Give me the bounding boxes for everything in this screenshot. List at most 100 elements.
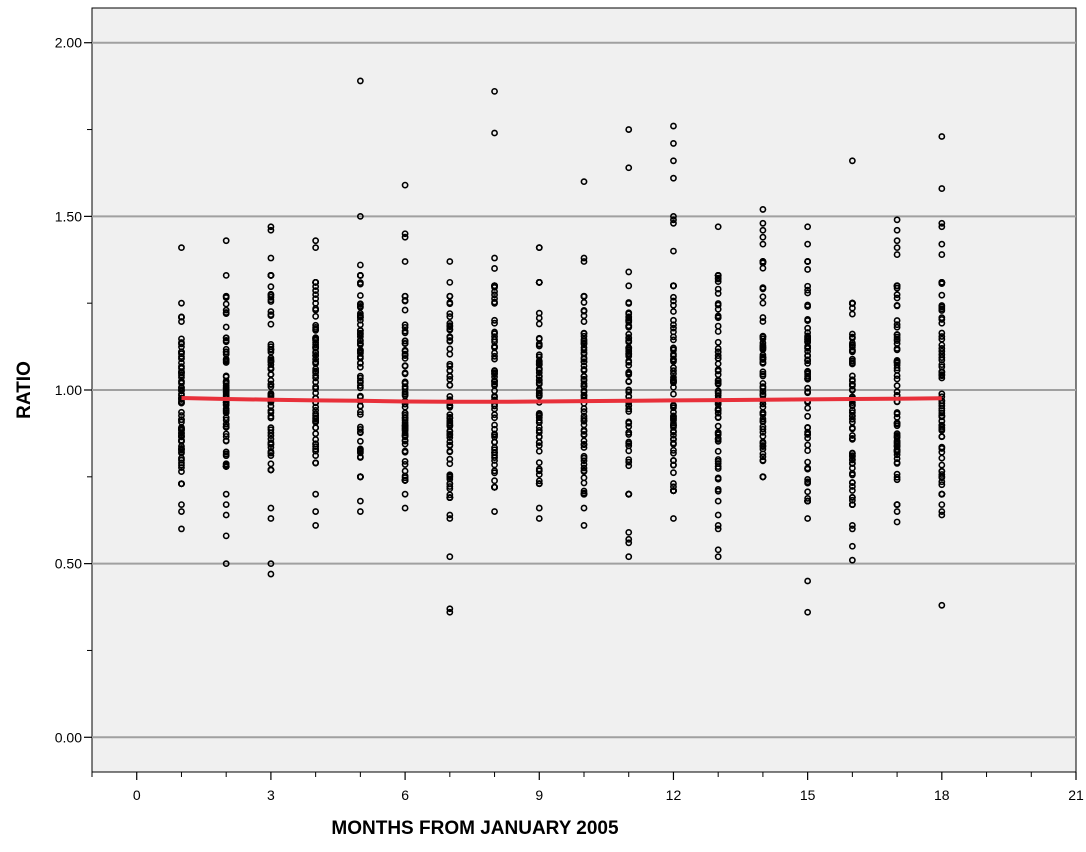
data-point [893,340,901,347]
data-point [356,292,364,299]
data-point [401,258,409,265]
data-point [222,406,230,414]
data-point [178,339,185,346]
data-point [759,318,767,325]
data-point [848,496,856,504]
data-point [804,441,812,449]
data-point [401,504,409,512]
data-point [535,244,543,252]
data-point [759,450,767,458]
data-point [759,299,767,307]
data-point [893,333,901,341]
data-point [759,351,767,359]
data-point [356,353,364,361]
data-point [670,297,677,305]
data-point [580,178,588,186]
data-point [938,291,946,299]
data-point [535,459,543,467]
data-point [893,284,901,292]
data-point [401,440,409,448]
data-point [446,300,454,308]
data-point [670,449,677,457]
data-point [356,271,364,279]
x-tick-label: 6 [401,787,409,803]
data-point [759,341,767,349]
data-point [356,340,364,348]
data-point [222,306,230,314]
data-point [446,337,454,344]
data-point [580,464,588,472]
data-point [535,429,543,436]
data-point [848,330,856,338]
data-point [446,428,454,436]
data-point [222,511,230,519]
data-point [893,451,901,459]
data-point [312,443,320,451]
data-point [580,452,588,460]
data-point [848,453,856,461]
data-point [446,511,454,519]
data-point [535,380,543,387]
data-point [625,351,633,358]
data-point [312,383,320,391]
data-point [670,435,677,443]
data-point [938,219,946,227]
data-point [714,348,722,356]
data-point [625,299,633,306]
data-point [670,428,677,436]
data-point [893,455,901,462]
data-point [714,352,722,359]
data-point [938,314,946,322]
data-point [625,388,633,396]
data-point [714,278,722,286]
data-point [312,436,320,443]
data-point [491,448,498,456]
data-point [893,410,901,418]
data-point [714,328,722,335]
data-point [893,358,901,366]
data-point [491,291,498,299]
data-point [580,412,588,420]
data-point [804,266,812,273]
data-point [848,355,856,363]
data-point [401,437,409,445]
data-point [848,556,856,564]
data-point [893,470,901,478]
data-point [222,462,230,470]
data-point [893,282,901,290]
data-point [848,347,856,355]
data-point [267,560,275,568]
data-point [804,282,812,290]
fit-line [181,396,942,404]
data-point [848,525,856,533]
data-point [670,457,677,464]
data-point [401,426,409,433]
data-point [178,501,185,508]
data-point [625,330,633,338]
data-point [848,425,856,433]
data-point [356,359,364,367]
data-point [356,473,364,481]
data-point [714,465,722,472]
data-point [267,435,275,443]
data-point [222,292,230,300]
data-point [312,355,320,363]
data-point [356,379,364,386]
data-point [356,372,364,380]
data-point [893,430,901,438]
data-point [625,535,633,543]
data-point [893,382,901,390]
data-point [267,346,275,354]
data-point [267,432,275,440]
data-point [356,261,364,269]
data-point [670,308,677,315]
data-point [267,226,275,234]
data-point [848,381,856,389]
data-point [178,425,185,433]
data-point [401,472,409,480]
data-point [178,364,185,372]
data-point [446,441,454,449]
data-point [401,350,409,358]
data-point [535,357,543,365]
data-point [491,343,498,351]
